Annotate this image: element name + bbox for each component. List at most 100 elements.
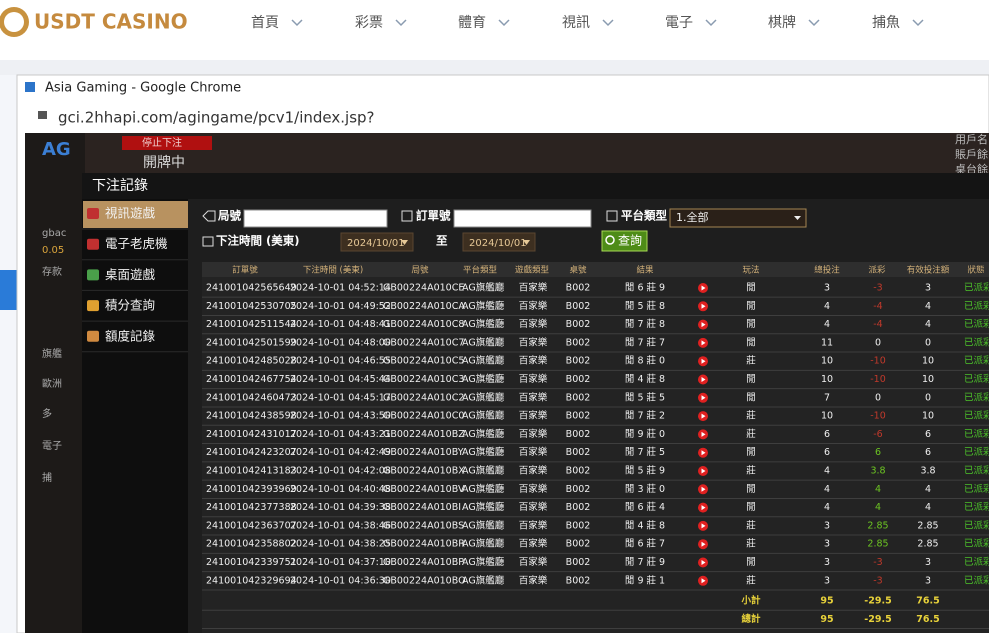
menu-item[interactable]: 積分查詢 [105, 298, 155, 313]
cell: 3 [824, 520, 830, 531]
cell: AG旗艦廳 [462, 318, 505, 330]
cell: 閒 4 莊 8 [625, 374, 665, 385]
cell: 241001042329694 [206, 575, 297, 586]
cell: 2024-10-01 04:40:48 [290, 484, 391, 495]
cell: 6 [824, 429, 830, 440]
filter-label: 下注時間 (美東) [216, 234, 300, 248]
game-logo: AG [42, 139, 71, 160]
nav-item[interactable]: 棋牌 [768, 14, 796, 31]
summary-value: 95 [820, 596, 833, 607]
play-triangle [701, 303, 706, 309]
site-deco [0, 270, 17, 310]
cell: 6 [875, 447, 881, 458]
cell: 已派彩 [964, 374, 989, 385]
cell: B002 [566, 557, 591, 568]
cell: 閒 6 莊 7 [625, 539, 665, 550]
cell: 2024-10-01 04:38:25 [290, 539, 391, 550]
cell: 已派彩 [964, 520, 989, 531]
logo-text[interactable]: USDT CASINO [34, 10, 188, 34]
cell: 4 [824, 319, 830, 330]
cell: 莊 [746, 466, 756, 477]
user-label: 賬戶餘 [955, 147, 988, 161]
date-to[interactable] [462, 232, 536, 252]
cell: 閒 [746, 337, 756, 348]
cell: AG旗艦廳 [462, 391, 505, 403]
cell: 閒 5 莊 5 [625, 392, 665, 403]
menu-icon [87, 208, 99, 219]
cell: 百家樂 [519, 465, 548, 477]
doc-icon [401, 210, 413, 222]
platform-value: 1.全部 [676, 210, 709, 224]
cell: B002 [566, 539, 591, 550]
cell: GB00224A010BY [383, 447, 464, 458]
cell: 3 [824, 557, 830, 568]
cell: 已派彩 [964, 539, 989, 550]
cell: 百家樂 [519, 336, 548, 348]
cell: 閒 6 莊 9 [625, 283, 665, 294]
cell: 閒 5 莊 8 [625, 301, 665, 312]
cell: 閒 [746, 301, 756, 312]
cell: AG旗艦廳 [462, 501, 505, 513]
date-arrow [401, 240, 408, 245]
nav-chevron [291, 19, 303, 27]
list-icon [606, 210, 618, 222]
cell: 百家樂 [519, 391, 548, 403]
side-item: 電子 [42, 440, 62, 452]
site-bg [0, 75, 17, 633]
cell: 3 [824, 283, 830, 294]
cell: 2024-10-01 04:43:21 [290, 429, 391, 440]
cell: -4 [873, 319, 882, 330]
date-from[interactable] [340, 232, 414, 252]
url[interactable]: gci.2hhapi.com/agingame/pcv1/index.jsp? [58, 109, 375, 127]
menu-item[interactable]: 電子老虎機 [105, 236, 168, 251]
cell: B002 [566, 374, 591, 385]
nav-item[interactable]: 捕魚 [872, 15, 900, 31]
cell: 已派彩 [964, 466, 989, 477]
cell: 已派彩 [964, 319, 989, 330]
cell: 閒 6 莊 4 [625, 502, 665, 513]
menu-item[interactable]: 桌面遊戲 [105, 267, 156, 282]
cell: 3.8 [870, 466, 885, 477]
cell: 已派彩 [964, 392, 989, 403]
nav-item[interactable]: 彩票 [355, 15, 383, 31]
menu-item[interactable]: 額度記錄 [105, 328, 156, 343]
cell: 閒 7 莊 5 [625, 447, 665, 458]
cell: 2024-10-01 04:45:17 [290, 392, 391, 403]
cell: 百家樂 [519, 556, 548, 568]
date-value: 2024/10/01 [347, 238, 405, 249]
nav-item[interactable]: 體育 [458, 15, 486, 31]
modal-header [82, 173, 989, 199]
order-input[interactable] [453, 209, 592, 228]
nav-gap [0, 60, 989, 75]
play-triangle [701, 340, 706, 346]
search-button[interactable] [601, 230, 648, 252]
cell: B002 [566, 337, 591, 348]
platform-select[interactable] [669, 208, 807, 228]
summary-label: 小計 [740, 595, 761, 607]
nav-item[interactable]: 電子 [665, 15, 693, 31]
cell: B002 [566, 356, 591, 367]
cell: 6 [925, 447, 931, 458]
status-box [122, 136, 212, 150]
menu-item[interactable]: 視訊遊戲 [105, 206, 156, 221]
cell: AG旗艦廳 [462, 574, 505, 586]
cell: 241001042413183 [206, 466, 297, 477]
modal-title: 下注記錄 [92, 177, 148, 194]
play-triangle [701, 486, 706, 492]
cell: 10 [821, 411, 833, 422]
play-triangle [701, 578, 706, 584]
play-triangle [701, 285, 706, 291]
round-input[interactable] [243, 209, 388, 228]
cell: 3 [925, 283, 931, 294]
calendar-icon [202, 236, 214, 247]
filter-label: 平台類型 [621, 209, 667, 223]
cell: 閒 9 莊 1 [625, 575, 665, 586]
cell: 百家樂 [519, 300, 548, 312]
cell: 241001042460473 [206, 392, 297, 403]
select-arrow [794, 216, 801, 220]
nav-item[interactable]: 首頁 [251, 15, 279, 31]
cell: 3 [925, 557, 931, 568]
nav-item[interactable]: 視訊 [562, 15, 590, 31]
cell: 百家樂 [519, 483, 548, 495]
